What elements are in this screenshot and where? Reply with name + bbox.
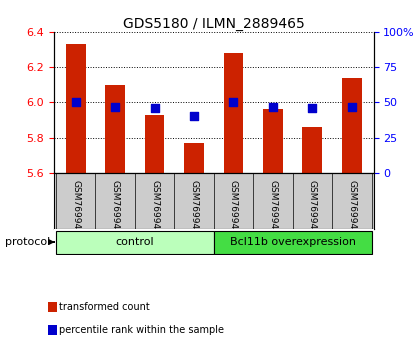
- Text: GSM769946: GSM769946: [308, 179, 317, 234]
- Bar: [105, 85, 125, 173]
- Bar: [145, 115, 164, 173]
- Point: [349, 104, 355, 109]
- Text: Bcl11b overexpression: Bcl11b overexpression: [229, 237, 356, 247]
- Point: [190, 114, 197, 119]
- Bar: [66, 44, 85, 173]
- Bar: [214, 230, 371, 253]
- Text: GSM769942: GSM769942: [150, 179, 159, 234]
- Text: GSM769941: GSM769941: [111, 179, 120, 234]
- Bar: [303, 127, 322, 173]
- Bar: [184, 143, 204, 173]
- Point: [309, 105, 316, 111]
- Text: GSM769947: GSM769947: [347, 179, 356, 234]
- Point: [270, 104, 276, 109]
- Text: transformed count: transformed count: [59, 302, 150, 312]
- Bar: [342, 78, 361, 173]
- Text: GSM769944: GSM769944: [229, 179, 238, 234]
- Text: percentile rank within the sample: percentile rank within the sample: [59, 325, 224, 335]
- Point: [230, 99, 237, 105]
- Bar: [56, 230, 214, 253]
- Text: control: control: [115, 237, 154, 247]
- Title: GDS5180 / ILMN_2889465: GDS5180 / ILMN_2889465: [123, 17, 305, 31]
- Bar: [224, 53, 243, 173]
- Point: [72, 99, 79, 105]
- Text: protocol: protocol: [5, 237, 50, 247]
- Text: GSM769943: GSM769943: [190, 179, 198, 234]
- Text: GSM769945: GSM769945: [269, 179, 277, 234]
- Point: [151, 105, 158, 111]
- Bar: [263, 109, 283, 173]
- Point: [112, 104, 118, 109]
- Text: GSM769940: GSM769940: [71, 179, 80, 234]
